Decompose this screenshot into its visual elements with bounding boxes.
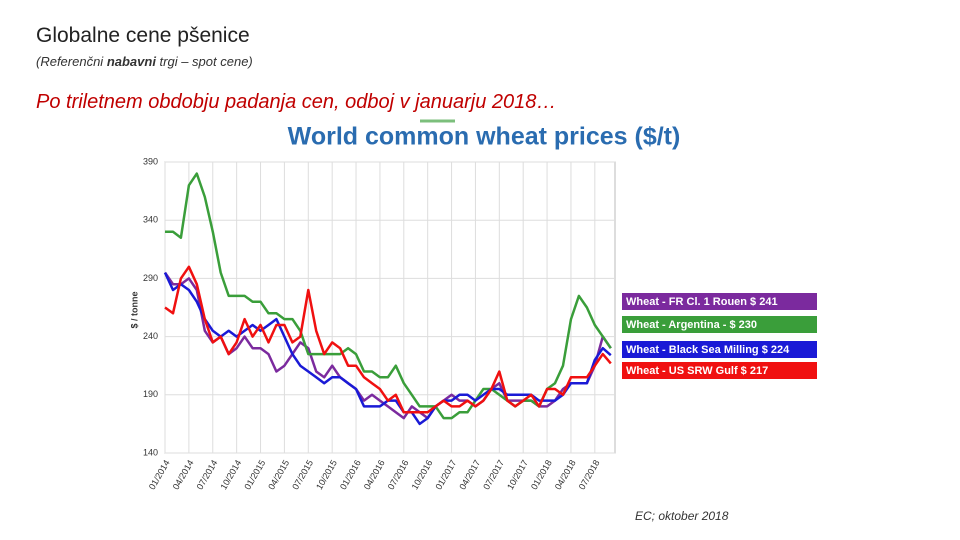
y-tick-label: 140 — [143, 447, 158, 457]
y-tick-label: 340 — [143, 215, 158, 225]
legend-label: Wheat - US SRW Gulf $ 217 — [626, 365, 768, 377]
series-line — [165, 172, 612, 420]
x-tick-label: 07/2014 — [195, 458, 220, 491]
legend-label: Wheat - FR Cl. 1 Rouen $ 241 — [626, 296, 778, 308]
legend-entry: Wheat - US SRW Gulf $ 217 — [622, 362, 817, 379]
x-tick-label: 07/2017 — [481, 458, 506, 491]
x-tick-label: 04/2014 — [171, 458, 196, 491]
y-tick-label: 390 — [143, 156, 158, 166]
legend-swatch — [622, 341, 817, 358]
legend-entry: Wheat - FR Cl. 1 Rouen $ 241 — [622, 293, 817, 310]
legend-label: Wheat - Argentina - $ 230 — [626, 319, 757, 331]
legend-swatch — [622, 293, 817, 310]
x-tick-label: 10/2017 — [505, 458, 530, 491]
slide-heading: Po triletnem obdobju padanja cen, odboj … — [36, 91, 557, 113]
x-tick-label: 07/2016 — [386, 458, 411, 491]
y-axis-label: $ / tonne — [129, 291, 139, 328]
x-tick-label: 04/2017 — [457, 458, 482, 491]
x-tick-label: 01/2015 — [242, 458, 267, 491]
x-tick-label: 01/2016 — [338, 458, 363, 491]
x-tick-label: 07/2015 — [290, 458, 315, 491]
chart-title: World common wheat prices ($/t) — [288, 123, 681, 151]
x-tick-label: 10/2015 — [314, 458, 339, 491]
x-tick-label: 01/2018 — [529, 458, 554, 491]
slide-title: Globalne cene pšenice — [36, 24, 250, 47]
legend-entry: Wheat - Argentina - $ 230 — [622, 316, 817, 333]
x-tick-label: 01/2017 — [433, 458, 458, 491]
x-tick-label: 07/2018 — [577, 458, 602, 491]
slide-subtitle: (Referenčni nabavni trgi – spot cene) — [36, 54, 253, 69]
x-tick-label: 04/2016 — [362, 458, 387, 491]
subtitle-part: (Referenčni — [36, 54, 107, 69]
legend-entry: Wheat - Black Sea Milling $ 224 — [622, 341, 817, 358]
legend-label: Wheat - Black Sea Milling $ 224 — [626, 344, 790, 356]
x-tick-label: 04/2018 — [553, 458, 578, 491]
subtitle-part: trgi – spot cene) — [155, 54, 253, 69]
y-tick-label: 190 — [143, 389, 158, 399]
y-tick-label: 290 — [143, 273, 158, 283]
x-tick-label: 10/2014 — [218, 458, 243, 491]
y-tick-label: 240 — [143, 331, 158, 341]
source-note: EC; oktober 2018 — [635, 509, 729, 523]
x-tick-label: 01/2014 — [147, 458, 172, 491]
legend-swatch — [622, 362, 817, 379]
series-line — [164, 265, 612, 414]
legend-swatch — [622, 316, 817, 333]
x-tick-label: 10/2016 — [410, 458, 435, 491]
subtitle-part: nabavni — [106, 54, 156, 69]
x-tick-label: 04/2015 — [266, 458, 291, 491]
